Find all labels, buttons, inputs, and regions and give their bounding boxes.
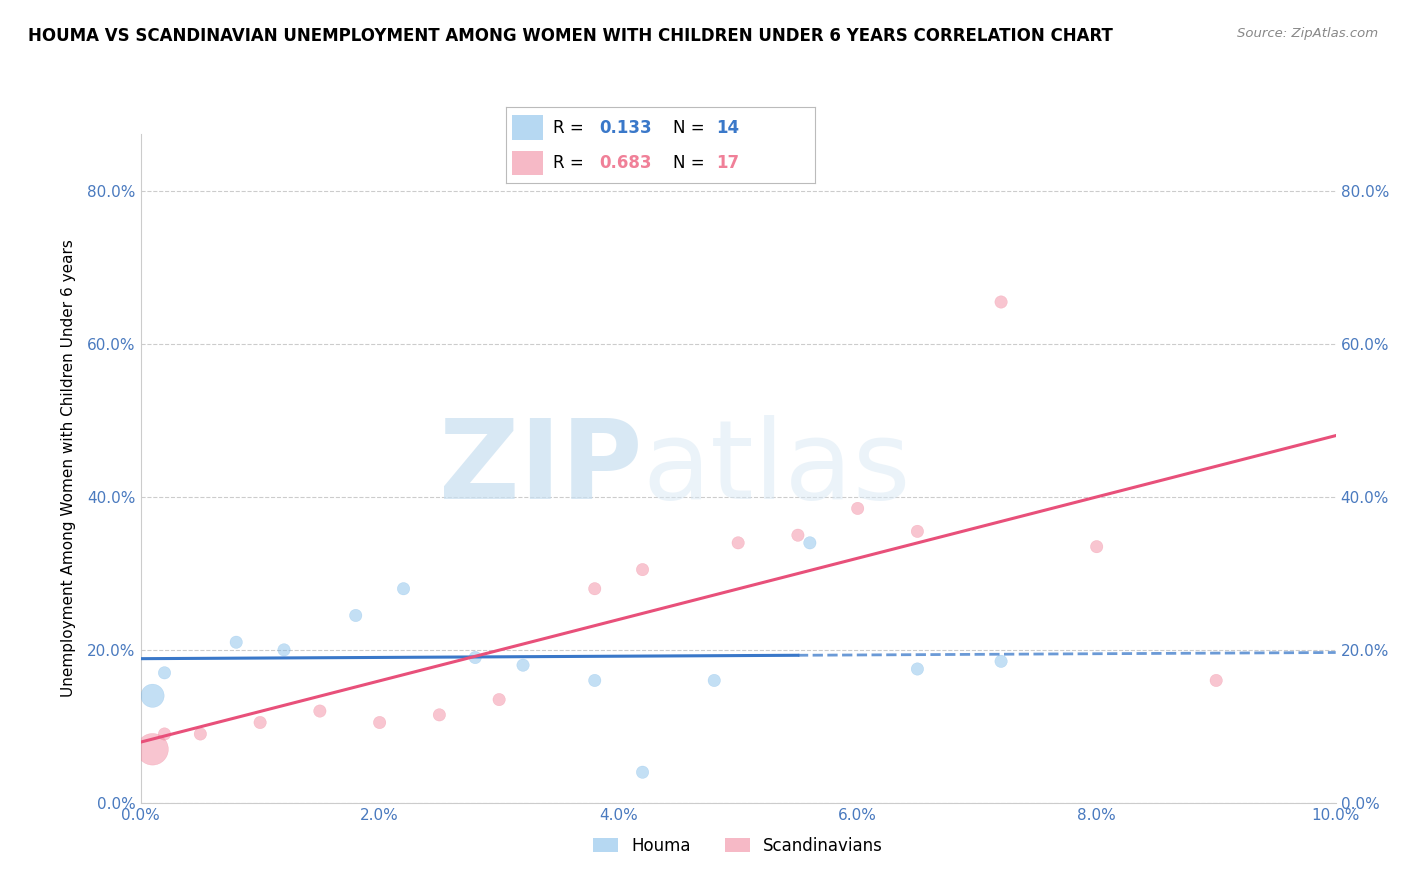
- Point: [631, 563, 654, 577]
- Text: ZIP: ZIP: [439, 415, 643, 522]
- Point: [141, 742, 163, 756]
- Point: [799, 536, 821, 550]
- Text: N =: N =: [673, 119, 710, 136]
- Point: [225, 635, 247, 649]
- Point: [846, 501, 869, 516]
- Text: 0.683: 0.683: [599, 154, 651, 172]
- Bar: [512, 151, 543, 175]
- Point: [392, 582, 415, 596]
- Text: 14: 14: [717, 119, 740, 136]
- Text: Source: ZipAtlas.com: Source: ZipAtlas.com: [1237, 27, 1378, 40]
- Point: [631, 765, 654, 780]
- Point: [787, 528, 810, 542]
- Text: R =: R =: [553, 119, 589, 136]
- Text: 17: 17: [717, 154, 740, 172]
- Text: R =: R =: [553, 154, 589, 172]
- Point: [344, 608, 367, 623]
- Point: [583, 582, 606, 596]
- Point: [309, 704, 332, 718]
- Point: [512, 658, 534, 673]
- Point: [727, 536, 749, 550]
- Point: [153, 727, 176, 741]
- Point: [153, 665, 176, 680]
- Point: [249, 715, 271, 730]
- Point: [488, 692, 510, 706]
- Point: [907, 524, 929, 539]
- Point: [427, 707, 450, 722]
- Point: [141, 689, 163, 703]
- Point: [1085, 540, 1108, 554]
- Point: [464, 650, 486, 665]
- Point: [188, 727, 212, 741]
- Bar: [512, 115, 543, 140]
- Point: [907, 662, 929, 676]
- Legend: Houma, Scandinavians: Houma, Scandinavians: [586, 830, 890, 862]
- Point: [583, 673, 606, 688]
- Point: [1205, 673, 1227, 688]
- Point: [703, 673, 725, 688]
- Point: [990, 295, 1012, 310]
- Text: N =: N =: [673, 154, 710, 172]
- Y-axis label: Unemployment Among Women with Children Under 6 years: Unemployment Among Women with Children U…: [60, 239, 76, 698]
- Text: HOUMA VS SCANDINAVIAN UNEMPLOYMENT AMONG WOMEN WITH CHILDREN UNDER 6 YEARS CORRE: HOUMA VS SCANDINAVIAN UNEMPLOYMENT AMONG…: [28, 27, 1114, 45]
- Text: 0.133: 0.133: [599, 119, 651, 136]
- Point: [990, 654, 1012, 668]
- Point: [368, 715, 391, 730]
- Point: [273, 643, 295, 657]
- Text: atlas: atlas: [643, 415, 911, 522]
